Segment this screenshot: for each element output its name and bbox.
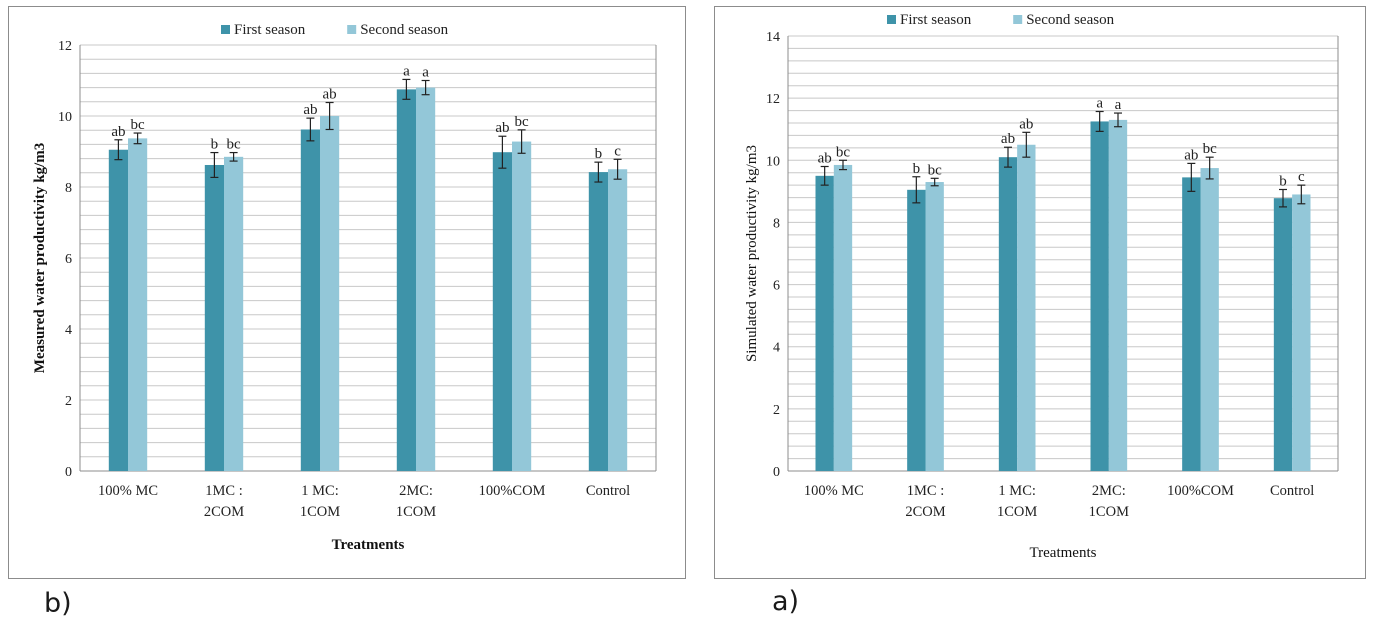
bar [815, 175, 834, 472]
significance-label: b [595, 146, 603, 162]
x-axis-title: Treatments [1030, 545, 1097, 561]
significance-label: bc [1203, 141, 1218, 157]
category-label: 2MC: 1COM [396, 483, 436, 520]
significance-label: bc [515, 114, 530, 130]
category-label: 100% MC [98, 483, 158, 499]
bar [128, 138, 148, 472]
bar [1182, 177, 1201, 471]
y-tick-label: 8 [773, 216, 780, 231]
significance-label: ab [111, 124, 125, 140]
bar [224, 156, 244, 471]
panel-label-a: a) [772, 586, 800, 617]
significance-label: bc [131, 117, 146, 133]
bar [108, 149, 128, 471]
legend-entry: First season [234, 22, 306, 38]
y-tick-label: 0 [773, 465, 780, 480]
significance-label: ab [495, 120, 509, 136]
y-tick-label: 4 [65, 323, 72, 338]
category-label: 100% MC [804, 483, 864, 499]
bar [492, 152, 512, 471]
significance-label: b [1279, 173, 1287, 189]
category-label: 1MC :2COM [204, 483, 244, 520]
y-tick-label: 2 [773, 403, 780, 418]
bar [396, 89, 416, 471]
bar [1090, 121, 1109, 472]
legend: First season Second season [221, 22, 449, 38]
significance-label: a [1096, 96, 1103, 112]
significance-label: bc [928, 162, 943, 178]
significance-label: ab [1001, 131, 1015, 147]
x-axis-title: Treatments [332, 537, 405, 553]
bar [608, 169, 628, 471]
significance-label: b [211, 137, 219, 153]
significance-label: a [422, 65, 429, 81]
gridlines [80, 44, 656, 472]
category-label: 1 MC: 1COM [997, 483, 1037, 520]
y-tick-label: 6 [65, 252, 72, 267]
bar [1292, 194, 1311, 471]
bar [925, 182, 944, 472]
bar [833, 164, 853, 472]
y-axis-title: Measured water productivity kg/m3 [32, 143, 48, 373]
significance-label: ab [1184, 147, 1198, 163]
gridlines [788, 35, 1338, 472]
category-label: 2MC: 1COM [1089, 483, 1129, 520]
bar [588, 172, 608, 471]
panel-label-b: b) [44, 588, 72, 619]
legend-entry: Second season [1026, 12, 1114, 28]
bar [1108, 119, 1128, 472]
bar [1200, 168, 1219, 471]
bar [998, 157, 1018, 471]
y-tick-label: 10 [766, 154, 780, 169]
legend-entry: First season [900, 12, 972, 28]
y-tick-label: 12 [766, 92, 780, 107]
significance-label: bc [836, 144, 851, 160]
category-label: Control [1270, 483, 1314, 499]
y-tick-label: 14 [766, 30, 780, 45]
legend-swatch [887, 15, 896, 24]
category-label: 1MC :2COM [905, 483, 945, 520]
category-label: Control [586, 483, 630, 499]
legend: First season Second season [887, 12, 1115, 28]
category-label: 100%COM [1167, 483, 1234, 499]
legend-entry: Second season [360, 22, 448, 38]
category-label: 100%COM [479, 483, 546, 499]
significance-label: a [403, 63, 410, 79]
bar [320, 116, 340, 471]
y-tick-label: 2 [65, 394, 72, 409]
category-label: 1 MC: 1COM [300, 483, 340, 520]
bar [204, 164, 224, 472]
significance-label: bc [227, 137, 242, 153]
bar [512, 141, 532, 471]
bar [1273, 198, 1293, 471]
bar [300, 129, 320, 472]
y-tick-label: 6 [773, 279, 780, 294]
y-tick-label: 4 [773, 341, 780, 356]
bar [1017, 144, 1036, 471]
legend-swatch [347, 25, 357, 34]
y-tick-label: 0 [65, 465, 72, 480]
significance-label: ab [323, 87, 337, 103]
y-tick-label: 12 [58, 39, 72, 54]
bar [907, 189, 926, 471]
significance-label: ab [1019, 116, 1033, 132]
bar [416, 87, 436, 471]
significance-label: b [913, 161, 921, 177]
legend-swatch [221, 25, 230, 34]
legend-swatch [1013, 15, 1023, 24]
significance-label: ab [303, 102, 317, 118]
significance-label: c [1298, 169, 1305, 185]
significance-label: c [614, 143, 621, 159]
significance-label: a [1115, 97, 1122, 113]
y-axis-title: Simulated water productivity kg/m3 [744, 145, 760, 362]
significance-label: ab [818, 151, 832, 167]
y-tick-label: 10 [58, 110, 72, 125]
y-tick-label: 8 [65, 181, 72, 196]
